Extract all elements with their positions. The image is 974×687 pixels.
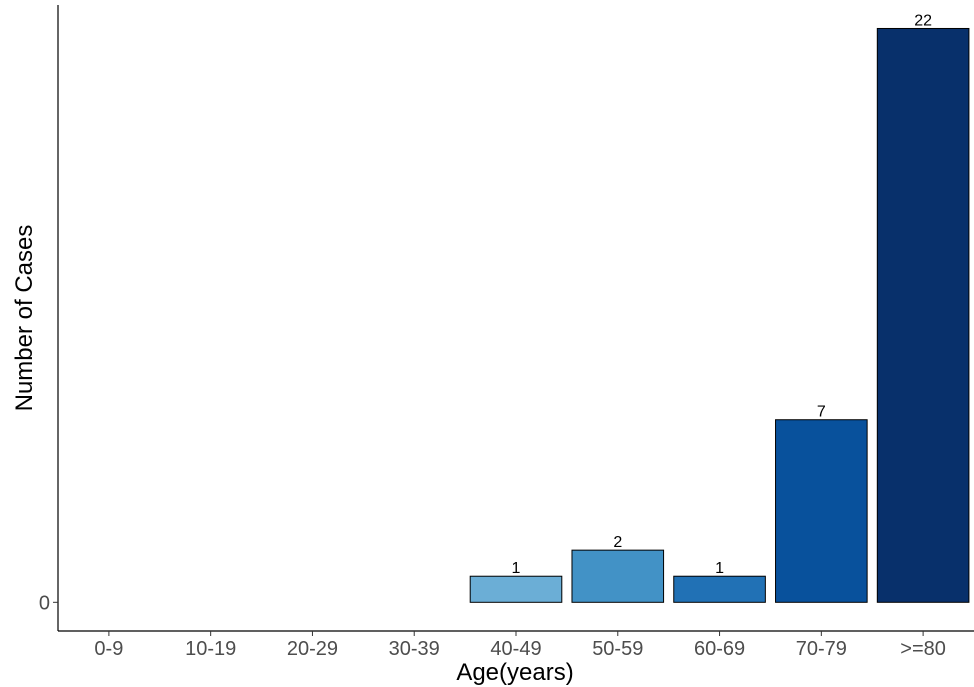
data-labels-group: 1 2 1 7 22 <box>512 12 933 577</box>
bars-group <box>469 27 970 603</box>
bar-40-49 <box>469 575 563 603</box>
bar-60-69 <box>673 575 766 603</box>
x-tick-label: 60-69 <box>694 638 745 660</box>
bar-50-59 <box>571 549 665 603</box>
y-axis-title: Number of Cases <box>11 225 38 412</box>
x-axis-title: Age(years) <box>456 659 573 686</box>
x-tick-label: 70-79 <box>796 638 847 660</box>
x-tick-label: 0-9 <box>94 638 123 660</box>
y-tick-label: 0 <box>39 592 50 614</box>
bar->=80 <box>876 27 970 603</box>
x-tick-label: 50-59 <box>592 638 643 660</box>
data-label->=80: 22 <box>914 12 932 29</box>
data-label-70-79: 7 <box>817 404 826 421</box>
data-label-50-59: 2 <box>613 534 622 551</box>
x-tick-label: 20-29 <box>287 638 338 660</box>
y-ticks-group: 0 <box>39 592 58 614</box>
data-label-60-69: 1 <box>715 560 724 577</box>
x-tick-label: 40-49 <box>490 638 541 660</box>
x-tick-label: 30-39 <box>389 638 440 660</box>
data-label-40-49: 1 <box>512 560 521 577</box>
x-ticks-group: 0-9 10-19 20-29 30-39 40-49 50-59 60-69 70-79 >=… <box>94 631 946 660</box>
x-tick-label: >=80 <box>900 638 946 660</box>
x-tick-label: 10-19 <box>185 638 236 660</box>
bar-70-79 <box>775 419 868 603</box>
